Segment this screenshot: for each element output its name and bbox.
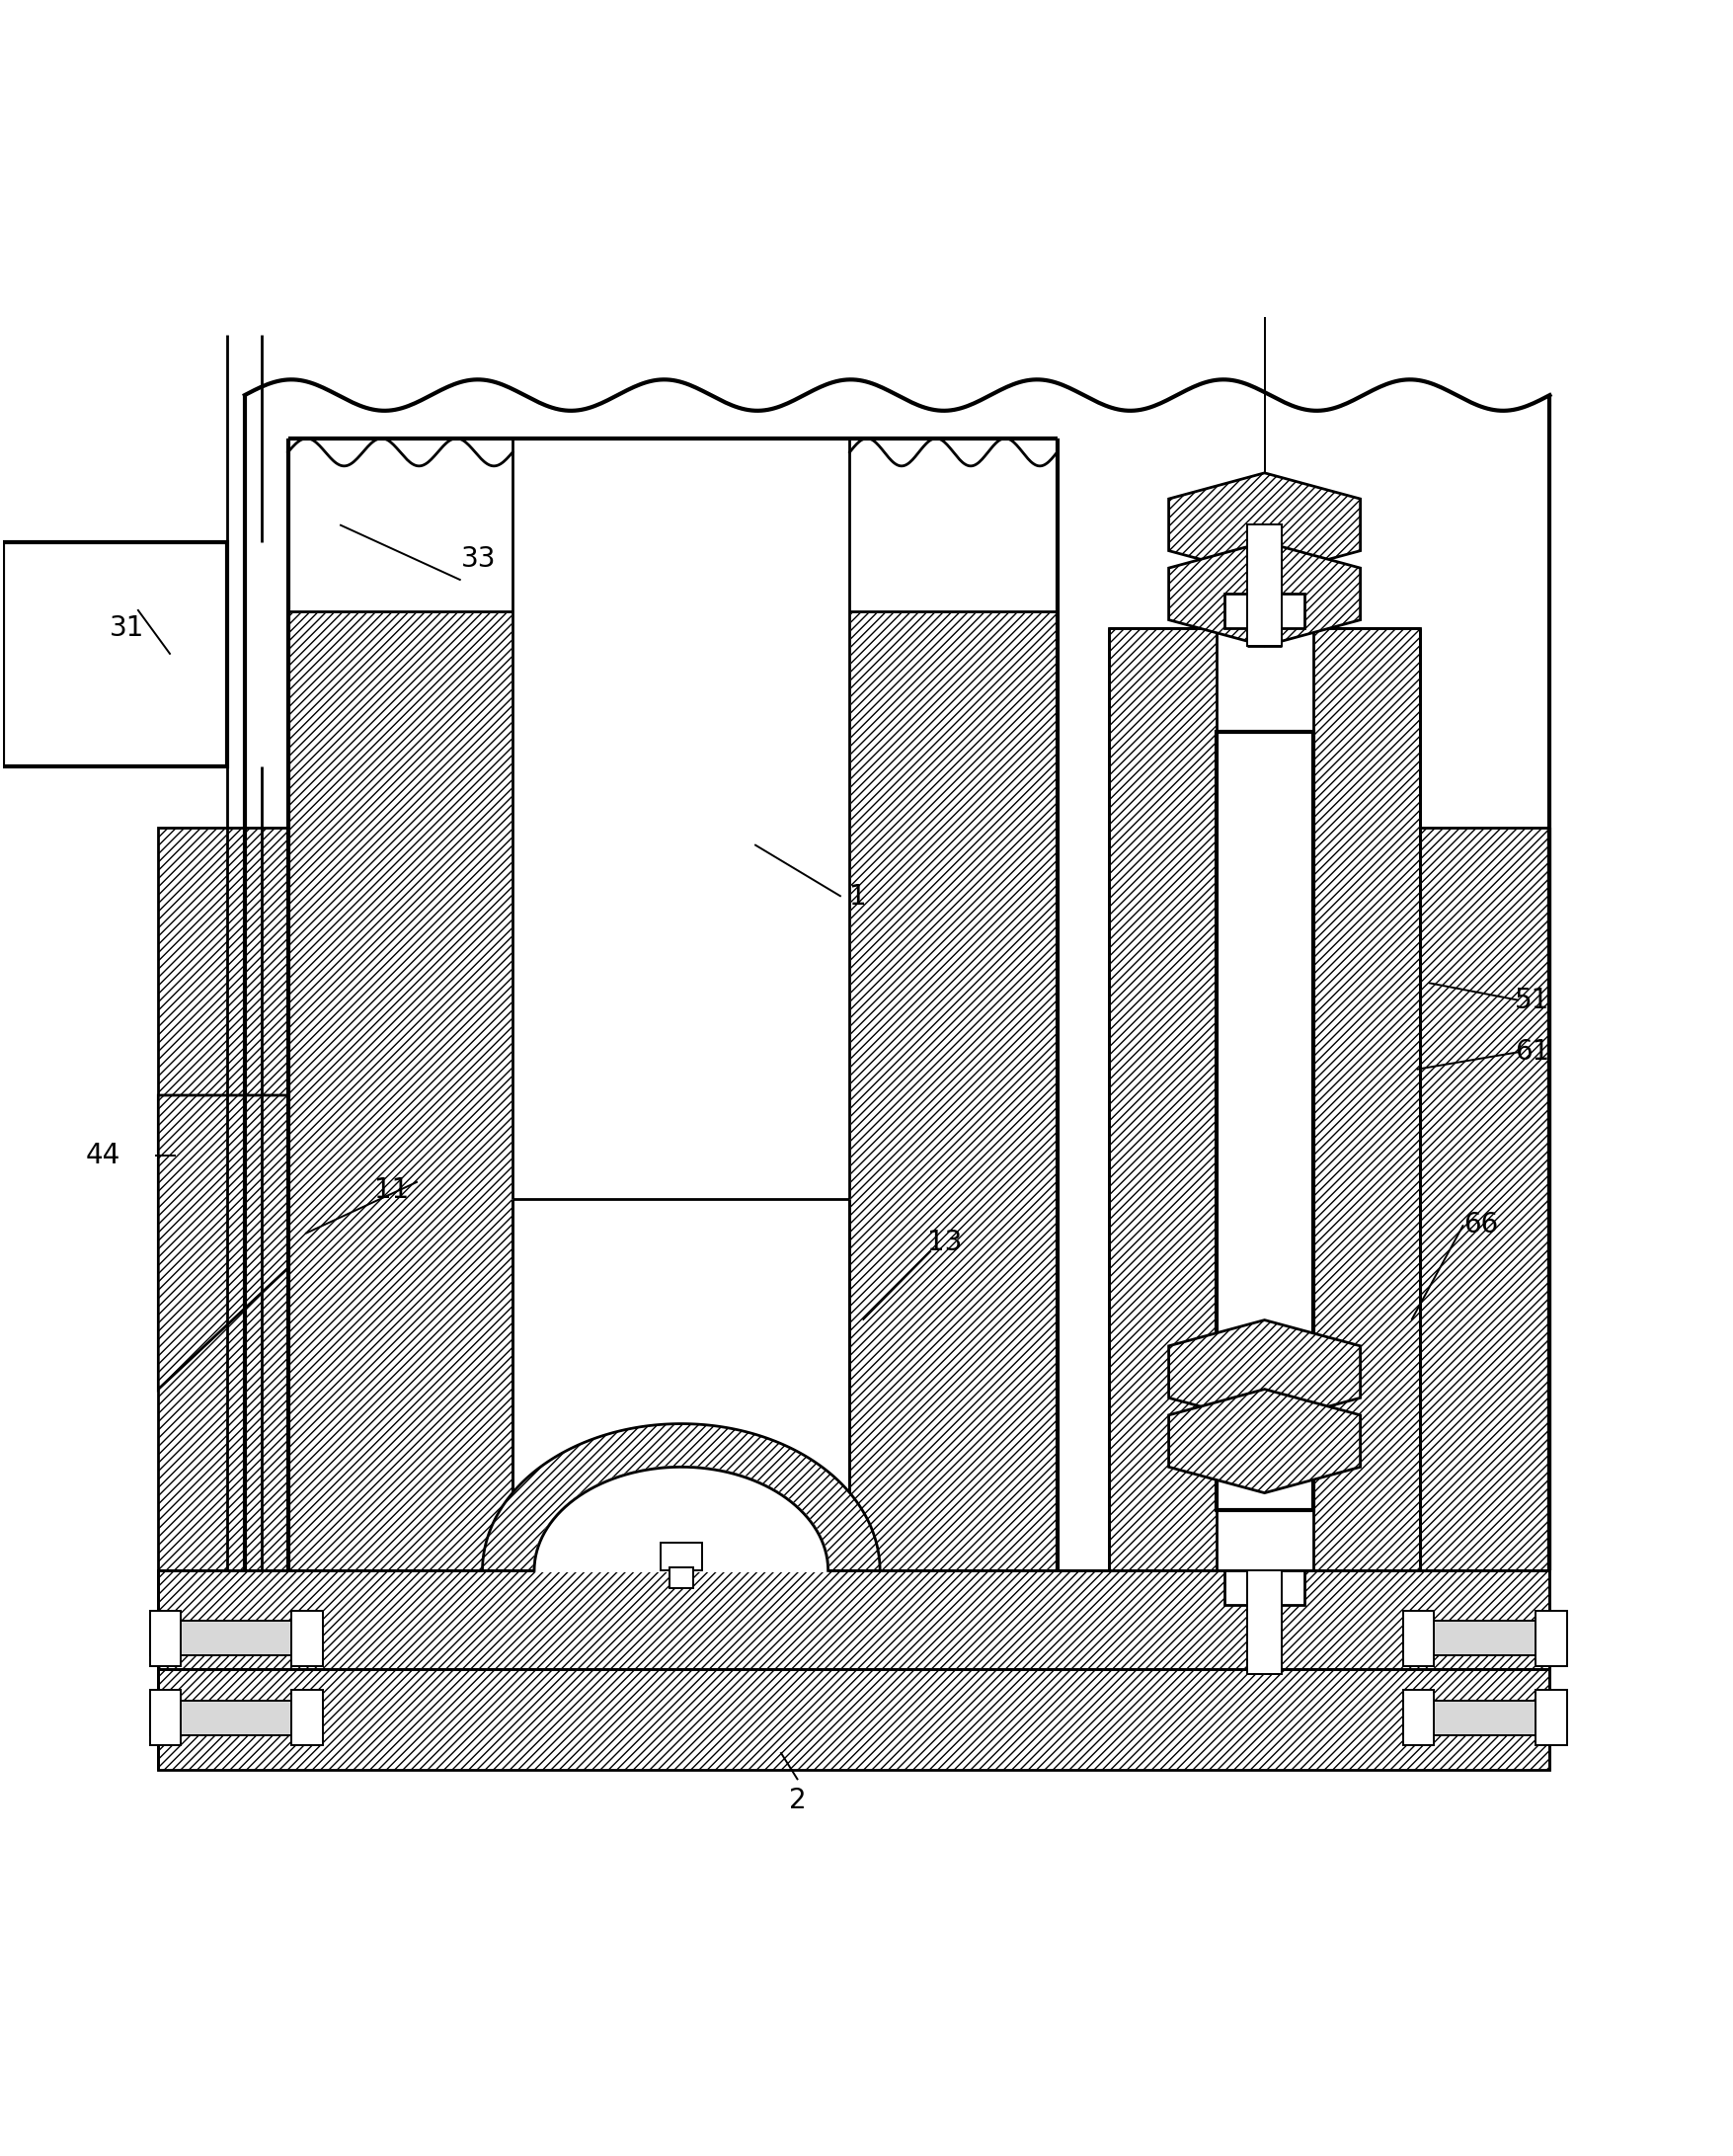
Bar	[158, 828, 288, 1572]
Text: 33: 33	[461, 545, 496, 573]
Bar	[849, 438, 1057, 610]
Bar	[291, 1690, 322, 1746]
Bar	[660, 1544, 702, 1572]
Bar	[149, 1611, 180, 1667]
Bar	[1402, 1690, 1433, 1746]
Bar	[149, 1690, 180, 1746]
Bar	[158, 1669, 1549, 1770]
Polygon shape	[1168, 1388, 1360, 1492]
Bar	[1223, 1572, 1303, 1606]
Bar	[1402, 1701, 1558, 1736]
Bar	[1246, 524, 1281, 647]
Text: 11: 11	[374, 1177, 409, 1205]
Bar	[158, 1572, 1549, 1669]
Bar	[149, 1621, 305, 1656]
Text: 1: 1	[849, 882, 866, 910]
Bar	[1246, 1572, 1281, 1675]
Text: 2: 2	[789, 1787, 806, 1815]
Text: 31: 31	[109, 614, 144, 642]
Polygon shape	[1168, 1319, 1360, 1423]
Bar	[513, 438, 849, 1199]
Bar	[1535, 1611, 1567, 1667]
Bar	[1223, 593, 1303, 630]
Polygon shape	[288, 438, 1057, 1572]
Bar	[1312, 630, 1419, 1572]
Bar	[1402, 1611, 1433, 1667]
Bar	[291, 1611, 322, 1667]
Text: 61: 61	[1515, 1039, 1549, 1065]
Bar	[1535, 1690, 1567, 1746]
Text: 51: 51	[1515, 987, 1549, 1013]
Text: 44: 44	[85, 1143, 120, 1169]
Polygon shape	[1168, 541, 1360, 647]
Bar	[669, 1567, 693, 1589]
Text: 66: 66	[1463, 1212, 1497, 1240]
Bar	[1109, 630, 1215, 1572]
Polygon shape	[534, 1466, 828, 1572]
Bar	[288, 438, 513, 610]
Bar	[1402, 1621, 1558, 1656]
Polygon shape	[482, 1423, 879, 1572]
Text: 13: 13	[927, 1229, 962, 1257]
Bar	[1215, 733, 1312, 1509]
Polygon shape	[158, 1095, 288, 1388]
Bar	[149, 1701, 305, 1736]
Bar	[3, 541, 227, 768]
Polygon shape	[1168, 472, 1360, 576]
Bar	[1419, 828, 1549, 1572]
